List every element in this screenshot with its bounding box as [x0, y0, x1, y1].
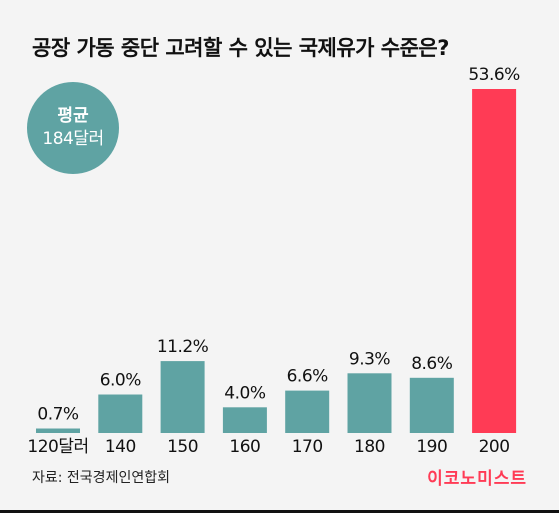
value-label-5: 9.3%	[349, 349, 391, 369]
value-label-6: 8.6%	[411, 354, 453, 374]
value-label-0: 0.7%	[37, 405, 79, 425]
average-badge: 평균 184달러	[27, 82, 119, 174]
value-label-1: 6.0%	[100, 371, 142, 391]
value-label-7: 53.6%	[468, 65, 520, 85]
bar-6	[409, 377, 454, 433]
bar-3	[222, 407, 267, 433]
bar-0	[36, 428, 80, 433]
category-label-3: 160	[229, 437, 260, 457]
category-label-7: 200	[479, 437, 510, 457]
category-label-0: 120달러	[27, 437, 88, 457]
brand-logo: 이코노미스트	[427, 469, 527, 489]
category-label-6: 190	[416, 437, 447, 457]
bar-5	[347, 373, 392, 433]
value-label-4: 6.6%	[287, 367, 329, 387]
category-label-2: 150	[167, 437, 198, 457]
bar-4	[285, 390, 330, 433]
average-value: 184달러	[42, 129, 104, 149]
bar-1	[98, 394, 143, 433]
average-label: 평균	[57, 106, 89, 126]
bar-2	[160, 361, 205, 433]
category-label-4: 170	[292, 437, 323, 457]
bar-7	[472, 89, 517, 433]
category-label-1: 140	[105, 437, 136, 457]
source-note: 자료: 전국경제인연합회	[32, 470, 170, 486]
value-label-2: 11.2%	[157, 337, 209, 357]
value-label-3: 4.0%	[224, 383, 266, 403]
category-label-5: 180	[354, 437, 385, 457]
chart-title: 공장 가동 중단 고려할 수 있는 국제유가 수준은?	[32, 36, 449, 60]
